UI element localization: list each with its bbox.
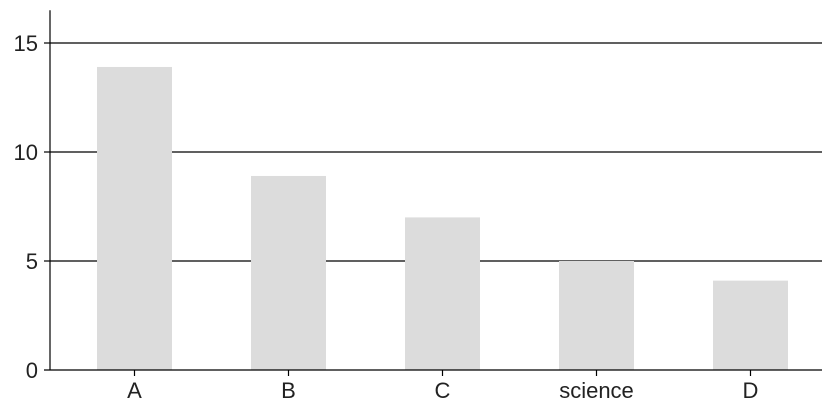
bar-D <box>713 280 788 370</box>
x-tick-label-D: D <box>743 378 759 403</box>
x-tick-label-A: A <box>127 378 142 403</box>
bar-science <box>559 261 634 370</box>
y-tick-label-10: 10 <box>14 140 38 165</box>
y-tick-label-0: 0 <box>26 358 38 383</box>
bar-C <box>405 217 480 370</box>
bar-B <box>251 175 326 370</box>
y-tick-label-15: 15 <box>14 31 38 56</box>
x-tick-label-C: C <box>435 378 451 403</box>
y-tick-labels: 0 5 10 15 <box>14 31 38 383</box>
bars <box>97 66 788 370</box>
x-tick-label-science: science <box>559 378 634 403</box>
y-tick-label-5: 5 <box>26 249 38 274</box>
x-tick-label-B: B <box>281 378 296 403</box>
bar-A <box>97 66 172 370</box>
axes <box>44 10 822 376</box>
